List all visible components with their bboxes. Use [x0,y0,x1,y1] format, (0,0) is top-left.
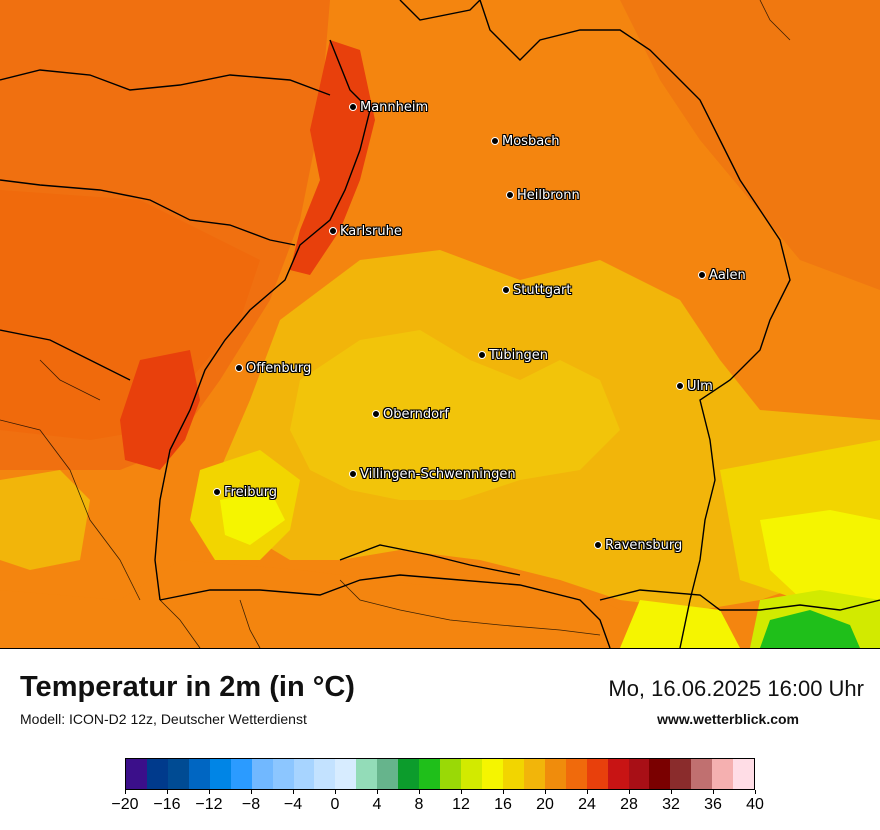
color-scale-segment [502,759,524,789]
color-scale-segment [670,759,692,789]
color-scale-tick [250,790,252,794]
color-scale-tick [544,790,546,794]
color-scale-tick [292,790,294,794]
color-scale-tick-label: 12 [452,796,470,813]
color-scale-tick-label: 0 [330,796,340,813]
color-scale-segment [272,759,294,789]
color-scale-tick-label: 28 [620,796,638,813]
color-scale-segment [146,759,168,789]
city-label: Ulm [687,379,713,394]
color-scale-tick-label: 32 [662,796,680,813]
color-scale-segment [230,759,252,789]
city-villingen-schwenningen: Villingen-Schwenningen [349,465,516,483]
city-label: Aalen [709,268,746,283]
color-scale-segment [628,759,650,789]
color-scale-segment [649,759,671,789]
forecast-datetime: Mo, 16.06.2025 16:00 Uhr [608,676,864,701]
color-scale-bar [125,758,755,790]
color-scale-tick [334,790,336,794]
map-title: Temperatur in 2m (in °C) [20,671,355,703]
city-karlsruhe: Karlsruhe [329,222,402,240]
city-label: Ravensburg [605,538,683,553]
color-scale-tick-label: 40 [746,796,764,813]
color-scale-segment [126,759,147,789]
city-label: Offenburg [246,361,312,376]
color-scale-tick-label: 16 [494,796,512,813]
color-scale-tick-label: 4 [372,796,382,813]
city-aalen: Aalen [698,266,746,284]
color-scale-tick [208,790,210,794]
color-scale-tick [502,790,504,794]
city-offenburg: Offenburg [235,359,311,377]
city-label: Oberndorf [383,407,449,422]
color-scale-segment [544,759,566,789]
city-mosbach: Mosbach [491,132,560,150]
color-scale-segment [188,759,210,789]
city-label: Tübingen [489,348,548,363]
color-scale-tick [460,790,462,794]
color-scale-segment [167,759,189,789]
color-scale-tick [754,790,756,794]
color-scale-segment [398,759,420,789]
color-scale-segment [377,759,399,789]
color-scale-segment [733,759,755,789]
color-scale-tick [586,790,588,794]
city-label: Mosbach [502,134,560,149]
city-stuttgart: Stuttgart [502,281,571,299]
color-scale-tick [628,790,630,794]
color-scale-tick-label: 24 [578,796,596,813]
color-scale-segment [209,759,231,789]
temperature-map: Mannheim Mosbach Heilbronn Karlsruhe Aal… [0,0,880,649]
website-url: www.wetterblick.com [657,711,799,727]
color-scale-segment [565,759,587,789]
color-scale-tick-label: −8 [241,796,261,813]
color-scale-segment [251,759,273,789]
color-scale-segment [712,759,734,789]
color-scale-tick [670,790,672,794]
city-label: Stuttgart [513,283,572,298]
color-scale-tick-label: −12 [195,796,223,813]
city-label: Villingen-Schwenningen [360,467,516,482]
color-scale-segment [586,759,608,789]
color-scale-tick-label: 36 [704,796,722,813]
color-scale-segment [293,759,315,789]
color-scale-segment [481,759,503,789]
color-scale-tick-label: −4 [283,796,303,813]
city-oberndorf: Oberndorf [372,405,449,423]
model-info: Modell: ICON-D2 12z, Deutscher Wetterdie… [20,711,307,727]
city-ulm: Ulm [676,377,713,395]
color-scale-tick-label: 8 [414,796,424,813]
color-scale-segment [440,759,461,789]
city-label: Mannheim [360,100,429,115]
color-scale-segment [335,759,357,789]
city-freiburg: Freiburg [213,483,277,501]
color-scale-tick [418,790,420,794]
color-scale-tick-label: −16 [153,796,181,813]
city-label: Freiburg [224,485,278,500]
color-scale-segment [523,759,545,789]
city-mannheim: Mannheim [349,98,428,116]
temperature-field [0,0,880,648]
color-scale-tick [124,790,126,794]
color-scale-segment [314,759,336,789]
color-scale-ticks: −20 −16 −12 −8 −4 0 4 8 12 16 20 24 28 32 36 40 [111,790,764,820]
color-scale-tick [712,790,714,794]
color-scale-segment [607,759,629,789]
color-scale-segment [419,759,441,789]
color-scale-segment [691,759,713,789]
color-scale-tick-label: −20 [111,796,139,813]
color-scale-tick [376,790,378,794]
city-heilbronn: Heilbronn [506,186,580,204]
city-label: Heilbronn [517,188,580,203]
color-scale-segment [356,759,378,789]
city-tuebingen: Tübingen [478,346,548,364]
city-label: Karlsruhe [340,224,402,239]
color-scale-segment [461,759,482,789]
city-ravensburg: Ravensburg [594,536,682,554]
color-scale-tick [166,790,168,794]
color-scale-tick-label: 20 [536,796,554,813]
